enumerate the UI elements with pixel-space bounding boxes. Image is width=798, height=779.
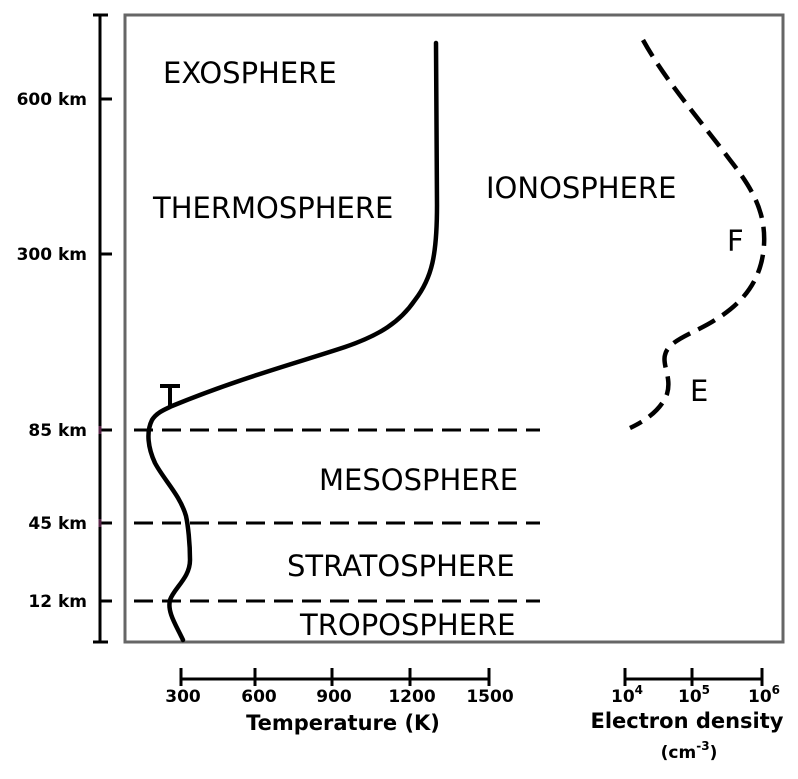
temperature-axis-title: Temperature (K) bbox=[246, 711, 440, 735]
temperature-profile bbox=[146, 40, 440, 643]
altitude-tick-label: 45 km bbox=[28, 514, 87, 534]
mesosphere-label: MESOSPHERE bbox=[319, 463, 518, 497]
temperature-tick-label: 300 bbox=[165, 687, 201, 707]
altitude-tick-label: 600 km bbox=[17, 90, 87, 110]
e-region-label: E bbox=[690, 374, 708, 408]
layer-boundaries bbox=[134, 428, 540, 603]
density-tick-label: 104 bbox=[611, 683, 643, 707]
temperature-axis bbox=[179, 668, 491, 686]
ionosphere-label: IONOSPHERE bbox=[486, 171, 676, 205]
altitude-tick-label: 12 km bbox=[28, 592, 87, 612]
density-tick-label: 105 bbox=[678, 683, 710, 707]
density-axis bbox=[623, 668, 764, 686]
temperature-tick-label: 1200 bbox=[388, 687, 435, 707]
temperature-tick-label: 1500 bbox=[466, 687, 513, 707]
temperature-tick-label: 600 bbox=[241, 687, 277, 707]
troposphere-label: TROPOSPHERE bbox=[299, 608, 516, 642]
density-tick-label: 106 bbox=[748, 683, 780, 707]
f-region-label: F bbox=[727, 224, 744, 258]
density-axis-title: Electron density bbox=[591, 709, 784, 733]
exosphere-label: EXOSPHERE bbox=[163, 56, 337, 90]
stratosphere-label: STRATOSPHERE bbox=[287, 549, 515, 583]
altitude-tick-label: 300 km bbox=[17, 245, 87, 265]
ionosphere-marker bbox=[160, 384, 180, 408]
density-axis-unit: (cm-3) bbox=[661, 739, 718, 763]
temperature-tick-label: 900 bbox=[316, 687, 352, 707]
electron-density-profile bbox=[629, 38, 767, 431]
altitude-axis bbox=[93, 13, 112, 644]
thermosphere-label: THERMOSPHERE bbox=[152, 191, 393, 225]
plot-frame bbox=[123, 13, 785, 644]
altitude-tick-label: 85 km bbox=[28, 421, 87, 441]
